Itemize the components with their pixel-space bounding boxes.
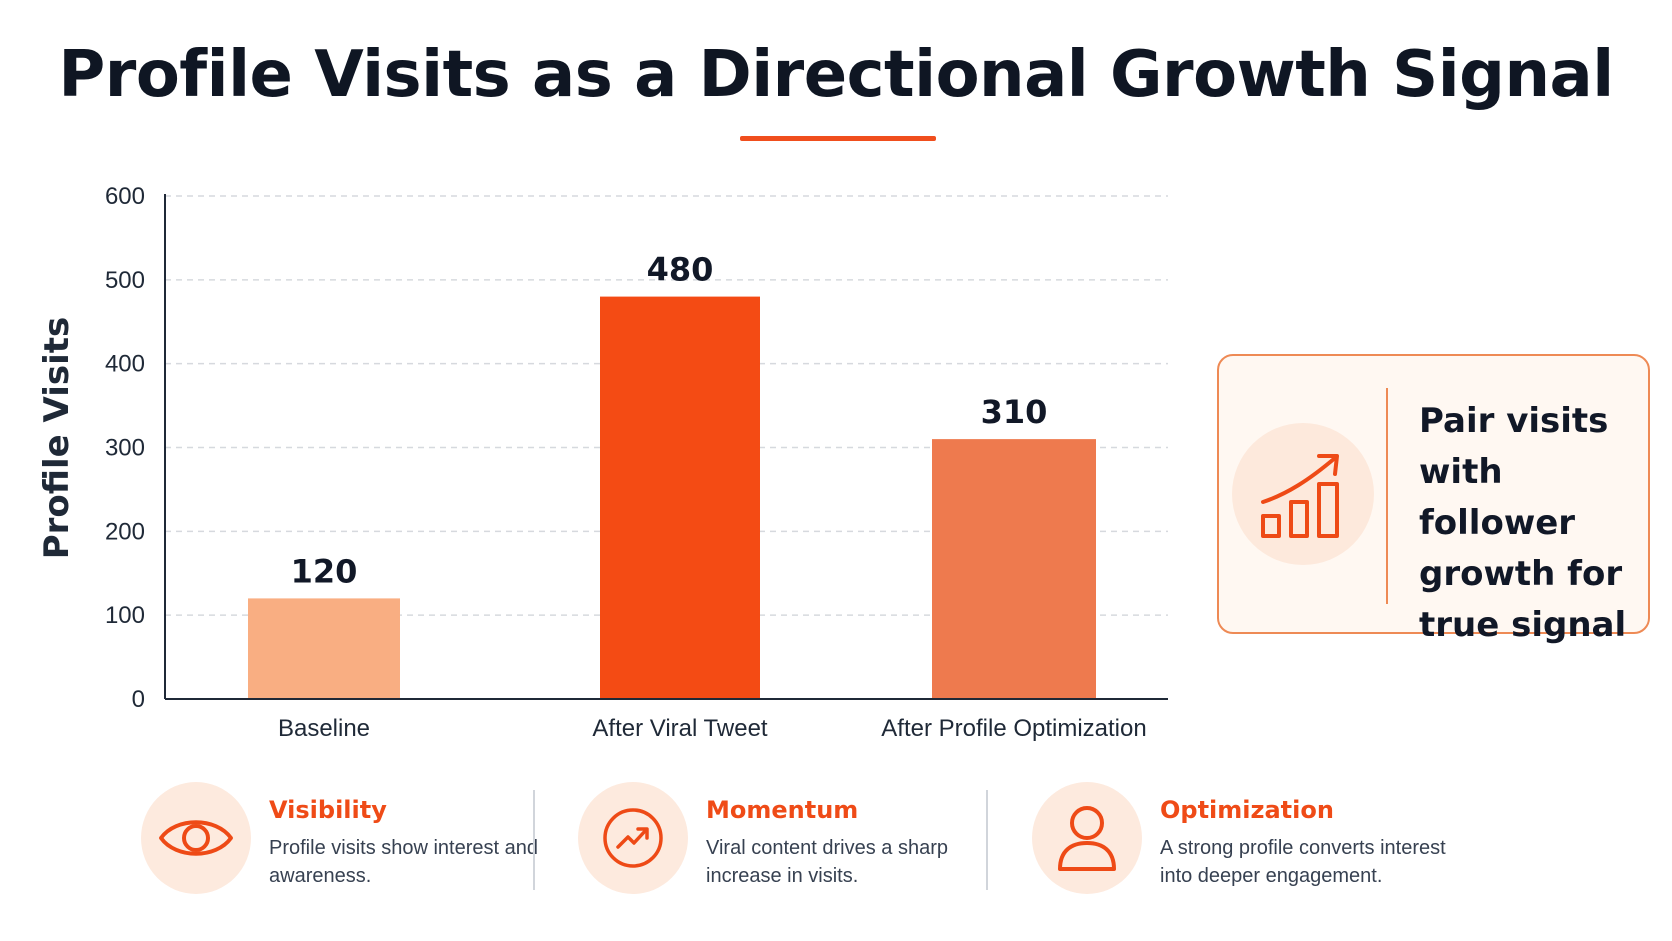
feature-icon-circle <box>141 782 251 894</box>
y-tick-label: 0 <box>132 686 145 713</box>
y-axis-label: Profile Visits <box>37 317 77 560</box>
callout-text: Pair visits with follower growth for tru… <box>1419 401 1627 645</box>
title-underline <box>740 136 936 141</box>
bar-value-label: 480 <box>647 251 714 289</box>
insight-callout: Pair visits with follower growth for tru… <box>1217 354 1650 645</box>
y-tick-label: 200 <box>105 518 145 545</box>
feature-separator <box>533 790 535 890</box>
feature-description: A strong profile converts interest into … <box>1160 837 1446 887</box>
feature-icon-circle <box>578 782 688 894</box>
user-icon <box>1058 806 1116 871</box>
trending-up-icon <box>603 808 663 868</box>
feature-title: Momentum <box>706 796 859 824</box>
x-tick-label: After Viral Tweet <box>592 715 768 742</box>
chart-growth-icon <box>1261 454 1339 538</box>
x-tick-label: After Profile Optimization <box>881 715 1146 742</box>
feature-separator <box>986 790 988 890</box>
feature-title: Visibility <box>269 796 387 824</box>
y-tick-label: 300 <box>105 435 145 462</box>
y-tick-label: 400 <box>105 351 145 378</box>
feature-title: Optimization <box>1160 796 1334 824</box>
bar-value-label: 310 <box>981 393 1048 431</box>
callout-divider <box>1386 388 1388 604</box>
callout-icon-circle <box>1232 423 1374 565</box>
feature-icon-circle <box>1032 782 1142 894</box>
y-tick-label: 500 <box>105 267 145 294</box>
page-title: Profile Visits as a Directional Growth S… <box>58 38 1614 112</box>
bar <box>600 296 760 699</box>
eye-icon <box>159 820 233 856</box>
bar-chart: 120 480 310 0 100 200 300 400 500 600 Baseline Aft… <box>37 183 1168 742</box>
bar <box>248 598 400 699</box>
y-tick-label: 100 <box>105 602 145 629</box>
chart-axes: 0 100 200 300 400 500 600 Baseline After Viral T… <box>105 183 1168 742</box>
bar <box>932 439 1096 699</box>
bar-value-label: 120 <box>291 552 358 590</box>
chart-bars: 120 480 310 <box>248 251 1096 699</box>
feature-description: Viral content drives a sharp increase in… <box>706 837 948 887</box>
x-tick-label: Baseline <box>278 715 370 742</box>
y-tick-label: 600 <box>105 183 145 210</box>
feature-description: Profile visits show interest and awarene… <box>269 837 539 887</box>
